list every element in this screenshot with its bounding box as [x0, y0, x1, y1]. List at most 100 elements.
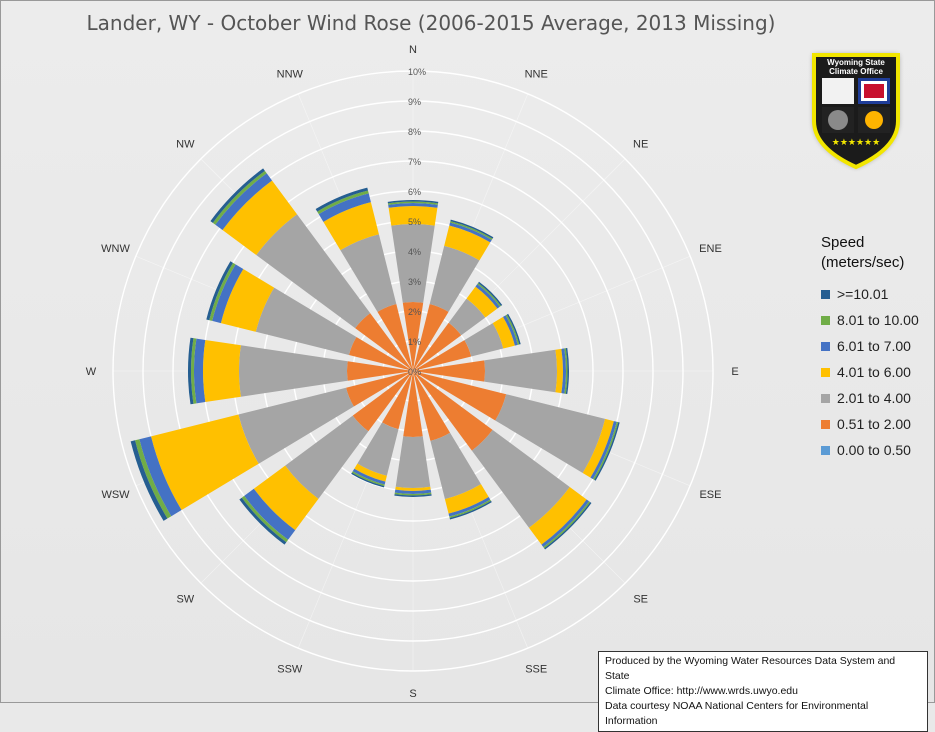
logo-sun-face [822, 78, 854, 104]
legend: Speed (meters/sec) >=10.01 8.01 to 10.00 6… [821, 233, 919, 463]
direction-label-SE: SE [633, 594, 648, 606]
legend-swatch [821, 315, 830, 325]
radial-tick-label: 6% [408, 187, 421, 197]
direction-label-N: N [409, 44, 417, 56]
wedge-E-bin-3 [555, 348, 563, 394]
wedge-W-bin-6 [188, 337, 194, 405]
wedge-NNW-bin-5 [317, 190, 369, 215]
wedge-S-bin-6 [394, 494, 432, 498]
wedge-NNE-bin-6 [450, 219, 494, 239]
direction-label-WSW: WSW [101, 489, 130, 501]
wedge-SSE-bin-5 [449, 499, 492, 518]
legend-item: 0.00 to 0.50 [821, 437, 919, 463]
wedge-SE-bin-1 [413, 371, 493, 451]
wedge-WSW-bin-5 [135, 439, 172, 519]
wedge-SSW-bin-1 [382, 371, 413, 430]
wedge-SE-bin-6 [544, 502, 592, 550]
wedge-SSE-bin-6 [449, 500, 492, 520]
wedge-WNW-bin-3 [220, 269, 275, 332]
legend-title: Speed (meters/sec) [821, 234, 905, 271]
direction-label-S: S [409, 688, 416, 700]
wedge-ENE-bin-5 [505, 314, 520, 345]
radial-tick-label: 0% [408, 367, 421, 377]
wedge-E-bin-4 [561, 348, 566, 394]
wedge-NW-bin-5 [212, 170, 267, 225]
wedge-WSW-bin-3 [151, 414, 259, 511]
wedge-ENE-bin-1 [413, 340, 472, 371]
wedge-W-bin-4 [194, 338, 206, 404]
wedge-SSW-bin-4 [352, 468, 386, 485]
wedge-S-bin-1 [403, 371, 423, 438]
wedge-WSW-bin-4 [139, 436, 182, 517]
direction-labels: N NNE NE ENE E ESE SE SSE S SSW SW WSW W WNW NW NNW [86, 44, 739, 700]
radial-tick-label: 4% [408, 247, 421, 257]
credit-line-2: Climate Office: http://www.wrds.uwyo.edu [605, 685, 798, 697]
wedge-NNE-bin-3 [444, 225, 491, 261]
legend-swatch [821, 393, 830, 403]
wedge-E-bin-6 [565, 347, 569, 395]
wedge-WNW-bin-6 [206, 261, 233, 321]
wedge-N-bin-2 [391, 224, 435, 303]
wedge-NNW-bin-3 [323, 202, 379, 251]
wedge-WNW-bin-2 [255, 287, 357, 356]
legend-item: 2.01 to 4.00 [821, 385, 919, 411]
wedge-SW-bin-3 [253, 465, 319, 531]
wedge-NNE-bin-4 [449, 222, 492, 243]
wedge-WNW-bin-4 [212, 264, 244, 324]
radial-tick-label: 10% [408, 67, 426, 77]
direction-label-NE: NE [633, 138, 648, 150]
direction-label-WNW: WNW [101, 243, 130, 255]
wedge-WSW-bin-6 [130, 440, 168, 521]
wedge-NNE-bin-1 [413, 304, 449, 371]
wedge-W-bin-5 [191, 338, 197, 404]
legend-swatch [821, 419, 830, 429]
legend-item: 8.01 to 10.00 [821, 307, 919, 333]
wedge-ESE-bin-2 [495, 394, 606, 473]
radial-tick-label: 1% [408, 337, 421, 347]
logo-text-1: Wyoming State [827, 58, 885, 67]
wedge-ENE-bin-4 [503, 315, 518, 346]
direction-label-W: W [86, 366, 97, 378]
wedge-SSE-bin-1 [413, 371, 451, 441]
wedge-SE-bin-2 [471, 429, 570, 528]
wedge-N-bin-6 [387, 200, 439, 204]
wedge-NE-bin-4 [475, 284, 500, 309]
legend-item: 4.01 to 6.00 [821, 359, 919, 385]
legend-swatch [821, 367, 830, 377]
wedge-NNE-bin-2 [429, 245, 480, 312]
wedge-WNW-bin-5 [209, 262, 236, 321]
credit-line-3: Data courtesy NOAA National Centers for … [605, 700, 869, 727]
direction-label-NW: NW [176, 138, 195, 150]
wedge-E-bin-1 [413, 360, 486, 382]
logo-text-2: Climate Office [829, 67, 883, 76]
wedge-SE-bin-3 [528, 486, 587, 545]
legend-label: 0.51 to 2.00 [837, 416, 911, 432]
wedge-SSW-bin-5 [351, 471, 385, 486]
legend-items: >=10.01 8.01 to 10.00 6.01 to 7.00 4.01 to … [821, 281, 919, 463]
wedge-SSE-bin-4 [448, 497, 491, 517]
wedge-NW-bin-4 [215, 173, 273, 231]
wedge-WNW-bin-1 [348, 337, 413, 371]
wedge-SSW-bin-6 [351, 472, 385, 488]
legend-label: 0.00 to 0.50 [837, 442, 911, 458]
radial-tick-label: 2% [408, 307, 421, 317]
wedge-SSE-bin-3 [444, 484, 489, 514]
wedge-SE-bin-5 [543, 501, 591, 549]
legend-label: 2.01 to 4.00 [837, 390, 911, 406]
radial-ticks: 0% 1% 2% 3% 4% 5% 6% 7% 8% 9% 10% [408, 67, 426, 377]
legend-item: 0.51 to 2.00 [821, 411, 919, 437]
legend-label: 8.01 to 10.00 [837, 312, 919, 328]
wedge-NW-bin-6 [210, 168, 265, 223]
credit-line-1: Produced by the Wyoming Water Resources … [605, 655, 896, 682]
radial-tick-label: 8% [408, 127, 421, 137]
legend-swatch [821, 289, 830, 299]
wedges [130, 168, 620, 550]
legend-label: >=10.01 [837, 286, 889, 302]
legend-item: >=10.01 [821, 281, 919, 307]
wedge-N-bin-3 [388, 206, 438, 226]
wedge-NNW-bin-2 [340, 234, 397, 312]
wedge-NE-bin-2 [448, 298, 486, 336]
wedge-SSW-bin-3 [354, 463, 387, 482]
wedge-SW-bin-2 [285, 415, 369, 499]
